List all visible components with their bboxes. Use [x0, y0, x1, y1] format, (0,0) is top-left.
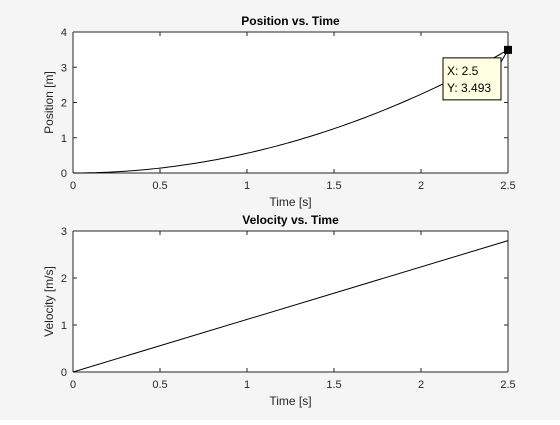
x-axis-label: Time [s]	[269, 394, 311, 408]
y-tick-label: 3	[61, 226, 67, 238]
x-tick-label: 0	[70, 180, 76, 192]
x-tick-label: 2.5	[500, 180, 515, 192]
y-axis-label: Position [m]	[42, 71, 56, 134]
y-tick-label: 1	[61, 320, 67, 332]
x-tick-label: 2	[418, 379, 424, 391]
x-tick-label: 1	[244, 379, 250, 391]
series-line-1	[72, 49, 509, 174]
y-tick-label: 3	[61, 62, 67, 74]
x-tick-label: 0.5	[152, 379, 167, 391]
y-axis-label: Velocity [m/s]	[42, 266, 56, 337]
series-line-1	[72, 240, 509, 373]
y-tick-label: 0	[61, 367, 67, 379]
y-tick-label: 0	[61, 168, 67, 180]
x-tick-label: 2	[418, 180, 424, 192]
axes-2: 0 0.5 1 1.5 2 2.5 0 1 2 3 Velocity vs. Time Time [s…	[42, 213, 516, 408]
axes-1: 0 0.5 1 1.5 2 2.5 0 1 2 3 4 Position vs. Time Time […	[42, 14, 516, 209]
chart-title: Position vs. Time	[241, 14, 340, 28]
data-tip-marker[interactable]	[504, 45, 512, 54]
x-tick-label: 1.5	[326, 180, 341, 192]
plot-area	[73, 32, 508, 173]
x-tick-label: 0.5	[152, 180, 167, 192]
data-tip-y-label: Y: 3.493	[447, 81, 491, 95]
data-tip[interactable]: X: 2.5 Y: 3.493	[442, 45, 512, 101]
x-tick-label: 2.5	[500, 379, 515, 391]
data-tip-box	[442, 57, 502, 101]
x-tick-label: 1	[244, 180, 250, 192]
data-tip-x-label: X: 2.5	[447, 64, 479, 78]
plot-area	[73, 231, 508, 372]
y-tick-label: 2	[61, 273, 67, 285]
x-axis-label: Time [s]	[269, 195, 311, 209]
chart-title: Velocity vs. Time	[242, 213, 339, 227]
y-tick-label: 2	[61, 98, 67, 110]
y-tick-label: 4	[61, 27, 67, 39]
x-tick-label: 0	[70, 379, 76, 391]
y-tick-label: 1	[61, 133, 67, 145]
x-tick-label: 1.5	[326, 379, 341, 391]
